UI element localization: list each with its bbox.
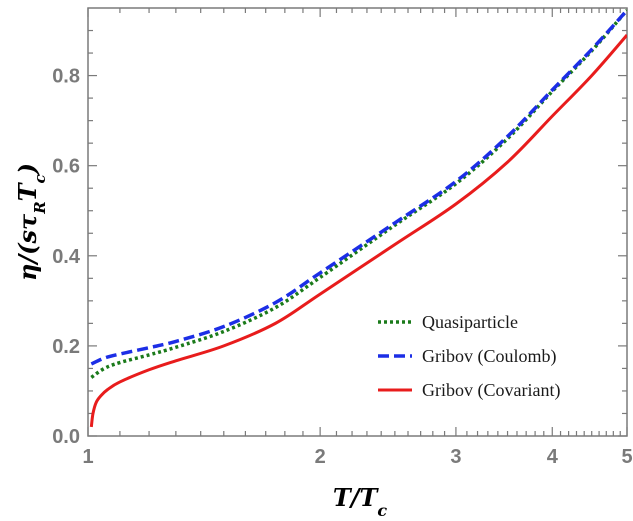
x-tick-label: 1: [82, 446, 93, 468]
legend-label: Gribov (Coulomb): [422, 346, 557, 367]
x-tick-label: 5: [621, 446, 632, 468]
legend: Quasiparticle Gribov (Coulomb) Gribov (Cov…: [378, 312, 560, 401]
x-tick-label: 2: [315, 446, 326, 468]
axis-ticks: [87, 8, 628, 437]
x-tick-label: 4: [547, 446, 559, 468]
plot-frame: [87, 7, 628, 437]
y-axis-title: η/(sτRTc): [13, 163, 49, 281]
y-tick-label: 0.2: [52, 336, 80, 358]
y-tick-label: 0.6: [52, 156, 80, 178]
series-layer: [89, 9, 627, 428]
series-line-gribov-covariant: [89, 34, 627, 428]
legend-label: Quasiparticle: [422, 312, 518, 332]
y-tick-label: 0.8: [52, 66, 80, 88]
x-axis-title: T/Tc: [333, 483, 387, 520]
x-tick-label: 3: [450, 446, 461, 468]
legend-label: Gribov (Covariant): [422, 380, 560, 401]
series-line-gribov-coulomb: [90, 9, 627, 366]
series-line-quasiparticle: [90, 9, 627, 379]
y-tick-label: 0.0: [52, 426, 80, 448]
y-tick-label: 0.4: [52, 246, 81, 268]
tick-labels: 0.0 0.2 0.4 0.6 0.8 1 2 3 4 5: [52, 66, 632, 468]
